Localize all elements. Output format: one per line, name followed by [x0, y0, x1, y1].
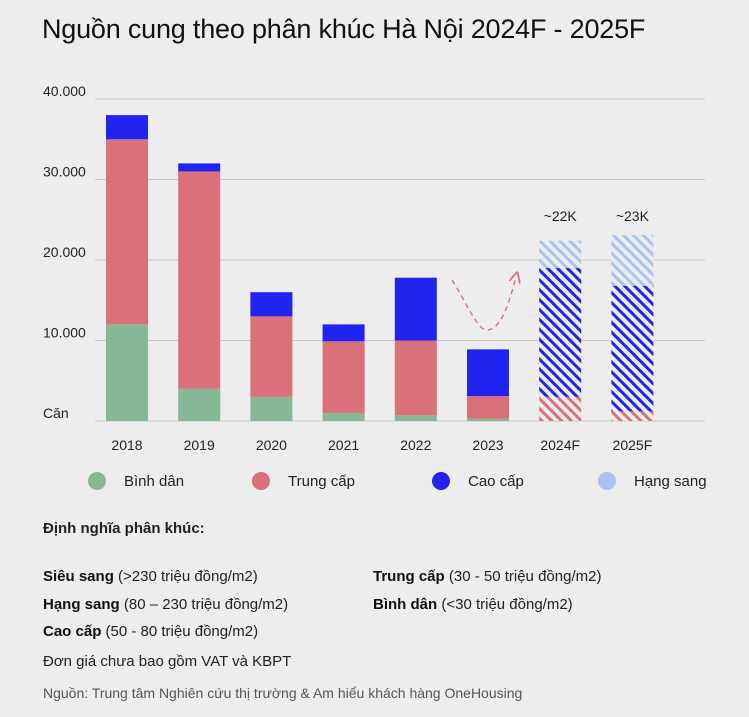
legend-label: Bình dân — [124, 472, 185, 490]
bar-segment-trung-cấp — [250, 316, 293, 397]
definition-sieu-sang: Siêu sang (>230 triệu đồng/m2) — [43, 568, 258, 585]
definition-name: Cao cấp — [43, 623, 102, 640]
y-axis-labels: Căn 10.000 20.000 30.000 40.000 — [43, 83, 86, 421]
legend-item-cao-cap: Cao cấp — [432, 472, 524, 490]
definition-trung-cap: Trung cấp (30 - 50 triệu đồng/m2) — [373, 568, 601, 585]
x-tick-label: 2023 — [472, 437, 503, 453]
price-note: Đơn giá chưa bao gồm VAT và KBPT — [43, 653, 292, 670]
legend-label: Cao cấp — [468, 472, 524, 490]
legend-swatch — [598, 472, 616, 490]
definition-name: Siêu sang — [43, 568, 114, 585]
definition-range: (<30 triệu đồng/m2) — [441, 596, 573, 613]
legend-swatch — [432, 472, 450, 490]
x-tick-label: 2022 — [400, 437, 431, 453]
legend-swatch — [88, 472, 106, 490]
bar-segment-hạng-sang — [611, 235, 654, 286]
trend-arrow — [451, 277, 516, 331]
y-tick-label: 20.000 — [43, 244, 86, 260]
y-tick-label: 10.000 — [43, 325, 86, 341]
bar-segment-bình-dân — [106, 324, 148, 421]
bar-segment-cao-cấp — [250, 292, 293, 317]
bar-segment-cao-cấp — [611, 285, 654, 412]
definition-name: Bình dân — [373, 596, 438, 613]
stacked-bar-chart: Căn 10.000 20.000 30.000 40.000 2018 2019 2020… — [43, 83, 705, 453]
definition-range: (>230 triệu đồng/m2) — [118, 568, 258, 585]
bar-segment-trung-cấp — [539, 396, 582, 421]
x-tick-label: 2024F — [540, 437, 580, 453]
legend-label: Trung cấp — [288, 472, 355, 490]
definition-range: (30 - 50 triệu đồng/m2) — [448, 568, 602, 585]
bar-segment-trung-cấp — [394, 340, 437, 416]
bar-segment-trung-cấp — [467, 396, 509, 419]
bar-segment-trung-cấp — [106, 139, 148, 325]
total-label: ~22K — [544, 208, 578, 224]
bar-segment-cao-cấp — [106, 115, 148, 140]
definition-name: Trung cấp — [373, 568, 445, 585]
definition-binh-dan: Bình dân (<30 triệu đồng/m2) — [373, 596, 573, 613]
y-tick-label: Căn — [43, 405, 69, 421]
bar-segment-cao-cấp — [178, 163, 221, 172]
y-tick-label: 40.000 — [43, 83, 86, 99]
bar-segment-cao-cấp — [539, 268, 582, 397]
bar-segment-bình-dân — [178, 388, 221, 421]
chart-title: Nguồn cung theo phân khúc Hà Nội 2024F -… — [42, 14, 646, 44]
legend-item-binh-dan: Bình dân — [88, 472, 184, 490]
definition-name: Hạng sang — [43, 596, 120, 613]
bar-segment-cao-cấp — [394, 277, 437, 341]
total-labels: ~22K ~23K — [544, 208, 650, 224]
bars — [106, 115, 654, 421]
bar-segment-bình-dân — [322, 412, 365, 421]
x-tick-label: 2020 — [256, 437, 287, 453]
legend-item-hang-sang: Hạng sang — [598, 472, 707, 490]
source-note: Nguồn: Trung tâm Nghiên cứu thị trường &… — [43, 685, 523, 701]
x-tick-label: 2025F — [613, 437, 653, 453]
x-tick-label: 2021 — [328, 437, 359, 453]
legend-item-trung-cap: Trung cấp — [252, 472, 355, 490]
bar-segment-cao-cấp — [322, 324, 365, 342]
definitions-heading: Định nghĩa phân khúc: — [43, 520, 205, 537]
bar-segment-bình-dân — [394, 415, 437, 421]
bar-segment-cao-cấp — [467, 349, 509, 397]
definition-range: (50 - 80 triệu đồng/m2) — [105, 623, 259, 640]
bar-segment-bình-dân — [250, 396, 293, 421]
bar-segment-trung-cấp — [178, 171, 221, 389]
bar-segment-trung-cấp — [322, 341, 365, 413]
x-axis-labels: 2018 2019 2020 2021 2022 2023 2024F 2025F — [111, 437, 652, 453]
definition-cao-cap: Cao cấp (50 - 80 triệu đồng/m2) — [43, 623, 258, 640]
x-tick-label: 2018 — [111, 437, 142, 453]
definition-range: (80 – 230 triệu đồng/m2) — [123, 596, 289, 613]
legend: Bình dân Trung cấp Cao cấp Hạng sang — [0, 472, 749, 496]
definition-hang-sang: Hạng sang (80 – 230 triệu đồng/m2) — [43, 596, 288, 613]
legend-swatch — [252, 472, 270, 490]
bar-segment-trung-cấp — [611, 411, 654, 421]
y-tick-label: 30.000 — [43, 164, 86, 180]
x-tick-label: 2019 — [184, 437, 215, 453]
total-label: ~23K — [616, 208, 650, 224]
bar-segment-hạng-sang — [539, 240, 582, 269]
bar-segment-bình-dân — [467, 418, 509, 421]
legend-label: Hạng sang — [634, 472, 707, 490]
